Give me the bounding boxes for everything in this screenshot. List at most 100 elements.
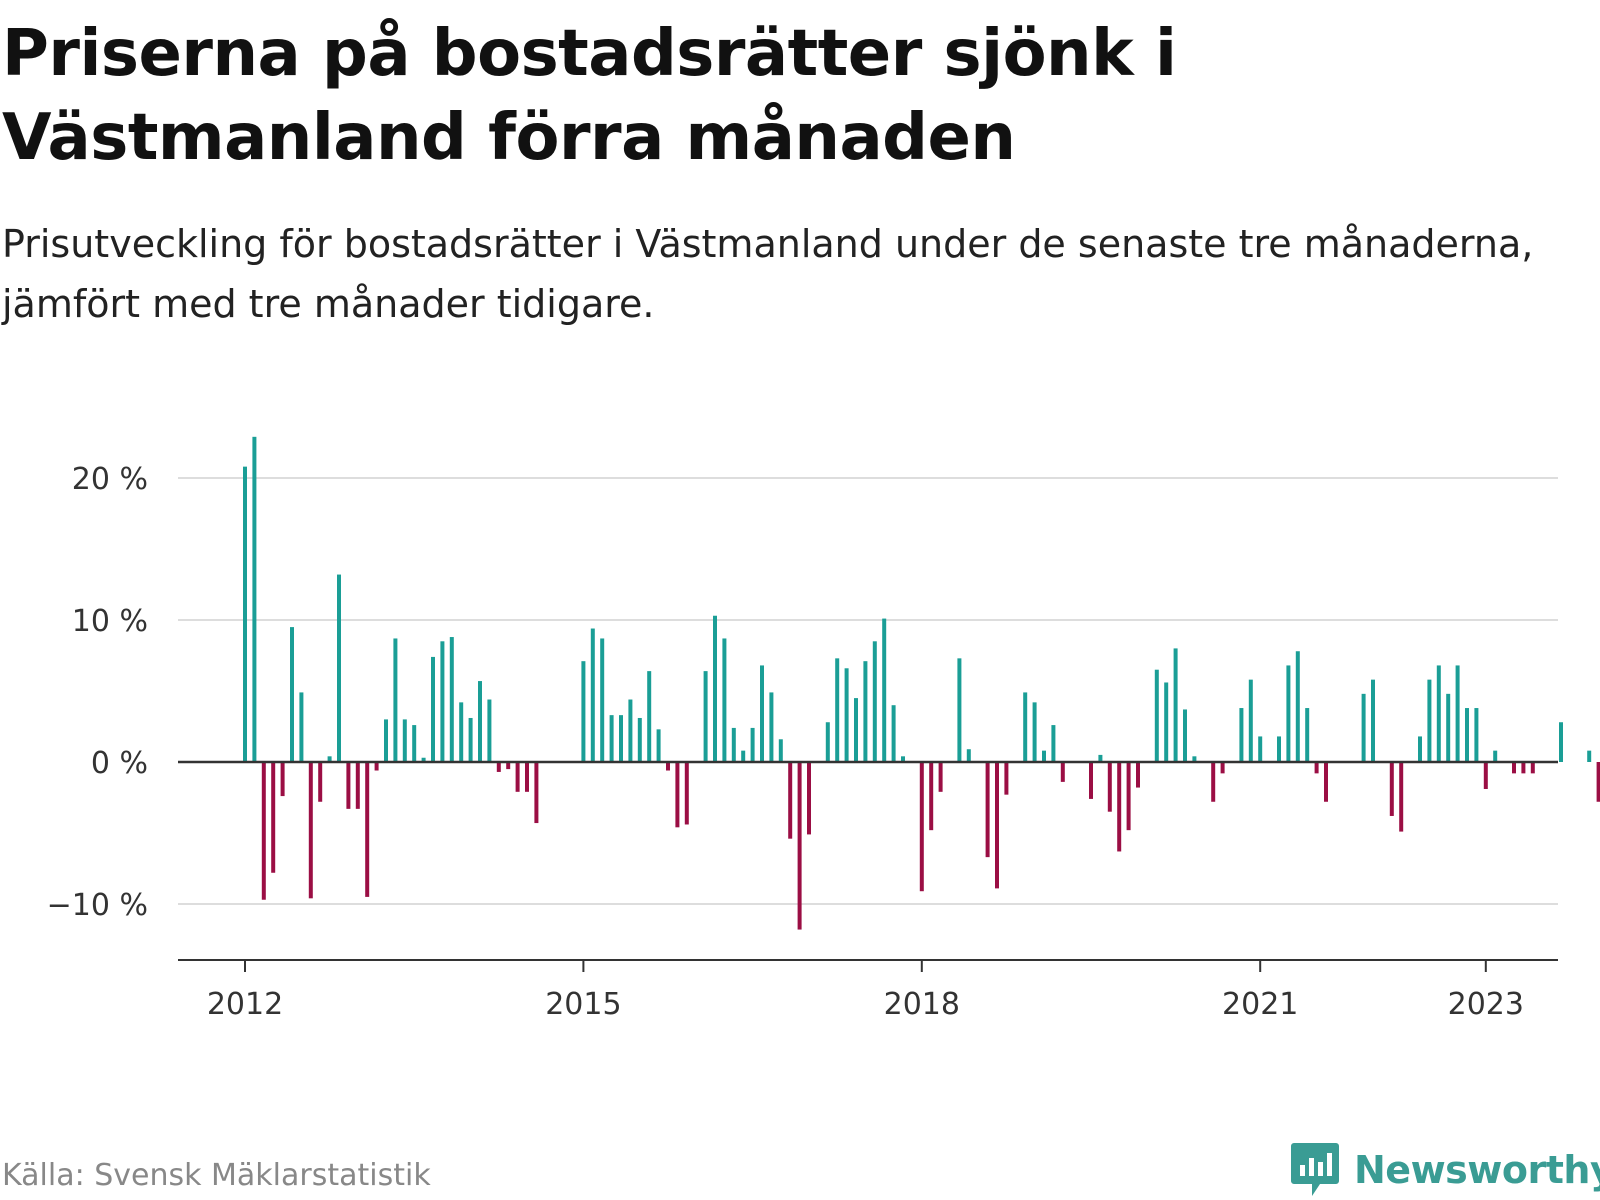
bar: [1389, 762, 1394, 816]
bar: [609, 715, 614, 762]
bar: [1483, 762, 1488, 789]
bar: [929, 762, 934, 831]
bar: [882, 618, 887, 762]
bar: [703, 671, 708, 762]
bar: [901, 756, 905, 762]
bar: [421, 757, 426, 762]
bar: [637, 717, 642, 762]
bar: [854, 698, 858, 762]
bar: [355, 762, 360, 809]
bar: [308, 762, 313, 899]
source-note: Källa: Svensk Mäklarstatistik: [2, 1158, 431, 1193]
bar: [966, 749, 971, 762]
bar: [863, 661, 868, 762]
y-tick-label: 20 %: [72, 462, 148, 497]
bar: [835, 658, 840, 762]
bar: [825, 722, 830, 762]
x-tick-label: 2012: [207, 987, 283, 1022]
bar: [534, 762, 539, 824]
bar: [619, 715, 623, 762]
y-tick-label: 0 %: [91, 746, 148, 781]
bar: [1455, 665, 1460, 762]
bar: [1436, 665, 1441, 762]
bar: [1192, 756, 1197, 762]
bar: [506, 762, 511, 770]
bar: [778, 739, 783, 762]
bar: [1117, 762, 1122, 852]
bar: [1032, 702, 1037, 762]
bar: [769, 692, 774, 762]
bar: [731, 727, 736, 762]
bar: [1465, 708, 1469, 762]
bar: [271, 762, 276, 873]
bar: [1136, 762, 1140, 788]
bar: [797, 762, 802, 930]
y-tick-label: −10 %: [47, 888, 148, 923]
bar: [1371, 679, 1375, 762]
bar: [1324, 762, 1328, 802]
bar: [1314, 762, 1319, 774]
bar: [402, 719, 407, 762]
bar: [468, 717, 473, 762]
brand-logo: Newsworthy: [1290, 1140, 1600, 1200]
bar: [675, 762, 680, 828]
bar: [713, 615, 717, 762]
bar: [525, 762, 529, 792]
bar: [1596, 762, 1600, 802]
bar: [656, 729, 661, 762]
bar: [1493, 750, 1498, 762]
bar: [384, 719, 388, 762]
bar: [666, 762, 670, 771]
bar: [1474, 708, 1479, 762]
y-tick-label: 10 %: [72, 604, 148, 639]
bar: [760, 665, 764, 762]
bar: [891, 705, 896, 762]
bar: [684, 762, 689, 825]
bar: [299, 692, 304, 762]
chart-subtitle: Prisutveckling för bostadsrätter i Västm…: [2, 222, 1534, 326]
bar: [412, 725, 417, 762]
bar: [318, 762, 323, 802]
x-tick-label: 2015: [545, 987, 621, 1022]
bar: [1427, 679, 1432, 762]
bar: [1295, 651, 1300, 762]
bar: [1051, 725, 1056, 762]
bar: [1154, 669, 1159, 762]
bar: [252, 436, 257, 762]
bar: [1446, 693, 1451, 762]
bar: [957, 658, 962, 762]
bar: [1107, 762, 1112, 812]
bar: [647, 671, 652, 762]
bar: [872, 641, 877, 762]
bar: [1521, 762, 1526, 774]
bar: [1361, 693, 1366, 762]
bar: [1220, 762, 1225, 774]
bar: [515, 762, 520, 792]
newsworthy-logo-icon: [1291, 1143, 1339, 1196]
bar: [1305, 708, 1310, 762]
bar: [243, 466, 247, 762]
bar: [1559, 722, 1563, 762]
bar: [346, 762, 351, 809]
bar: [365, 762, 370, 897]
bar: [290, 627, 294, 762]
bar: [807, 762, 811, 835]
bar: [449, 637, 454, 762]
bar: [938, 762, 943, 792]
bar: [750, 727, 755, 762]
bar: [440, 641, 445, 762]
bar: [1183, 709, 1187, 762]
bar: [1399, 762, 1404, 832]
bar: [741, 750, 746, 762]
bar: [1258, 736, 1263, 762]
bar: [1587, 750, 1592, 762]
bar: [1277, 736, 1281, 762]
bar: [1512, 762, 1516, 774]
bar: [581, 661, 586, 762]
bar: [1248, 679, 1253, 762]
bar: [337, 574, 341, 762]
bar: [280, 762, 285, 797]
bar: [600, 638, 605, 762]
